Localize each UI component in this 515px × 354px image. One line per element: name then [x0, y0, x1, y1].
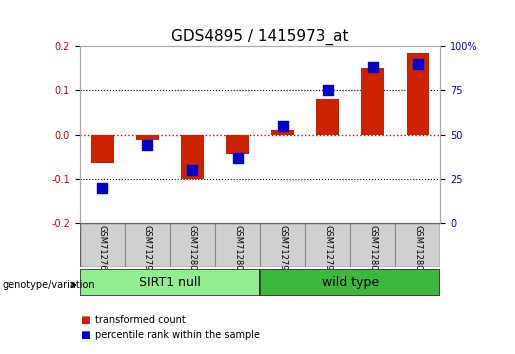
- Title: GDS4895 / 1415973_at: GDS4895 / 1415973_at: [171, 28, 349, 45]
- Point: [188, 167, 197, 173]
- Text: GSM712802: GSM712802: [233, 225, 242, 276]
- Bar: [80, 223, 125, 267]
- Bar: [125, 223, 170, 267]
- Bar: [91, 135, 114, 163]
- Bar: [316, 99, 339, 135]
- Text: ■: ■: [80, 330, 90, 339]
- Text: wild type: wild type: [322, 276, 379, 289]
- Text: GSM712801: GSM712801: [368, 225, 377, 276]
- Text: GSM712800: GSM712800: [188, 225, 197, 276]
- Point: [414, 61, 422, 67]
- Text: GSM712798: GSM712798: [143, 225, 152, 276]
- Bar: [396, 223, 440, 267]
- Point: [323, 87, 332, 93]
- Text: genotype/variation: genotype/variation: [3, 280, 95, 290]
- Point: [233, 155, 242, 160]
- Text: SIRT1 null: SIRT1 null: [139, 276, 201, 289]
- Bar: [80, 269, 260, 296]
- Point: [369, 64, 377, 70]
- Bar: [260, 223, 305, 267]
- Text: GSM712803: GSM712803: [414, 225, 422, 276]
- Bar: [136, 135, 159, 140]
- Bar: [406, 53, 429, 135]
- Bar: [181, 135, 204, 179]
- Text: GSM712797: GSM712797: [278, 225, 287, 276]
- Bar: [350, 223, 396, 267]
- Text: percentile rank within the sample: percentile rank within the sample: [95, 330, 260, 339]
- Bar: [215, 223, 260, 267]
- Bar: [362, 68, 384, 135]
- Bar: [305, 223, 350, 267]
- Text: transformed count: transformed count: [95, 315, 186, 325]
- Point: [98, 185, 107, 190]
- Bar: [226, 135, 249, 154]
- Text: GSM712799: GSM712799: [323, 225, 332, 276]
- Point: [143, 142, 151, 148]
- Bar: [170, 223, 215, 267]
- Bar: [271, 130, 294, 135]
- Point: [279, 123, 287, 129]
- Bar: [260, 269, 440, 296]
- Text: ■: ■: [80, 315, 90, 325]
- Text: GSM712769: GSM712769: [98, 225, 107, 276]
